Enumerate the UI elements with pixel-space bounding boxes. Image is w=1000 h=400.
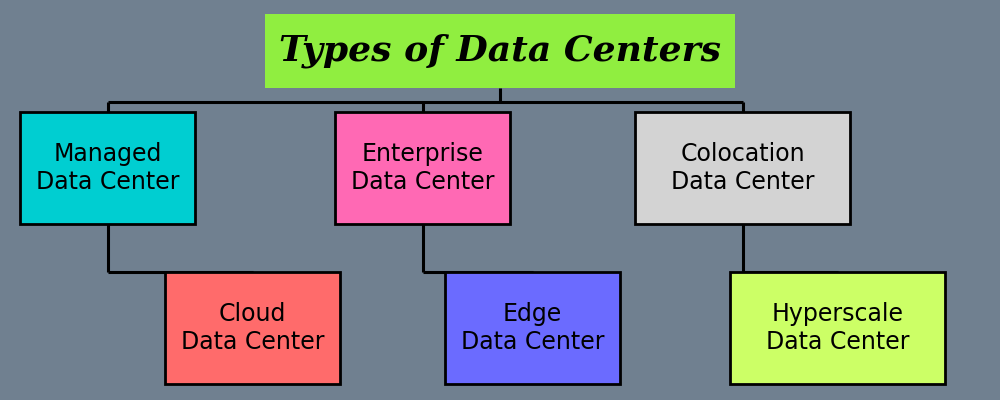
Text: Hyperscale
Data Center: Hyperscale Data Center xyxy=(766,302,909,354)
FancyBboxPatch shape xyxy=(730,272,945,384)
FancyBboxPatch shape xyxy=(265,14,735,88)
Text: Managed
Data Center: Managed Data Center xyxy=(36,142,179,194)
Text: Edge
Data Center: Edge Data Center xyxy=(461,302,604,354)
FancyBboxPatch shape xyxy=(635,112,850,224)
Text: Enterprise
Data Center: Enterprise Data Center xyxy=(351,142,494,194)
Text: Types of Data Centers: Types of Data Centers xyxy=(279,34,721,68)
FancyBboxPatch shape xyxy=(445,272,620,384)
FancyBboxPatch shape xyxy=(165,272,340,384)
Text: Colocation
Data Center: Colocation Data Center xyxy=(671,142,814,194)
FancyBboxPatch shape xyxy=(335,112,510,224)
FancyBboxPatch shape xyxy=(20,112,195,224)
Text: Cloud
Data Center: Cloud Data Center xyxy=(181,302,324,354)
